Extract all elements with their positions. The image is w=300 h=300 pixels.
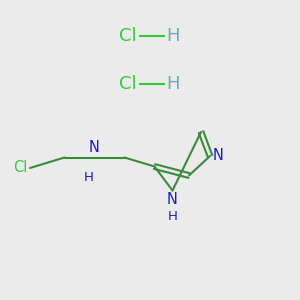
Text: H: H bbox=[168, 210, 177, 223]
Text: H: H bbox=[84, 171, 94, 184]
Text: N: N bbox=[167, 192, 178, 207]
Text: N: N bbox=[212, 148, 223, 164]
Text: H: H bbox=[167, 27, 180, 45]
Text: Cl: Cl bbox=[13, 160, 28, 175]
Text: H: H bbox=[167, 75, 180, 93]
Text: Cl: Cl bbox=[119, 75, 136, 93]
Text: Cl: Cl bbox=[119, 27, 136, 45]
Text: N: N bbox=[89, 140, 100, 155]
